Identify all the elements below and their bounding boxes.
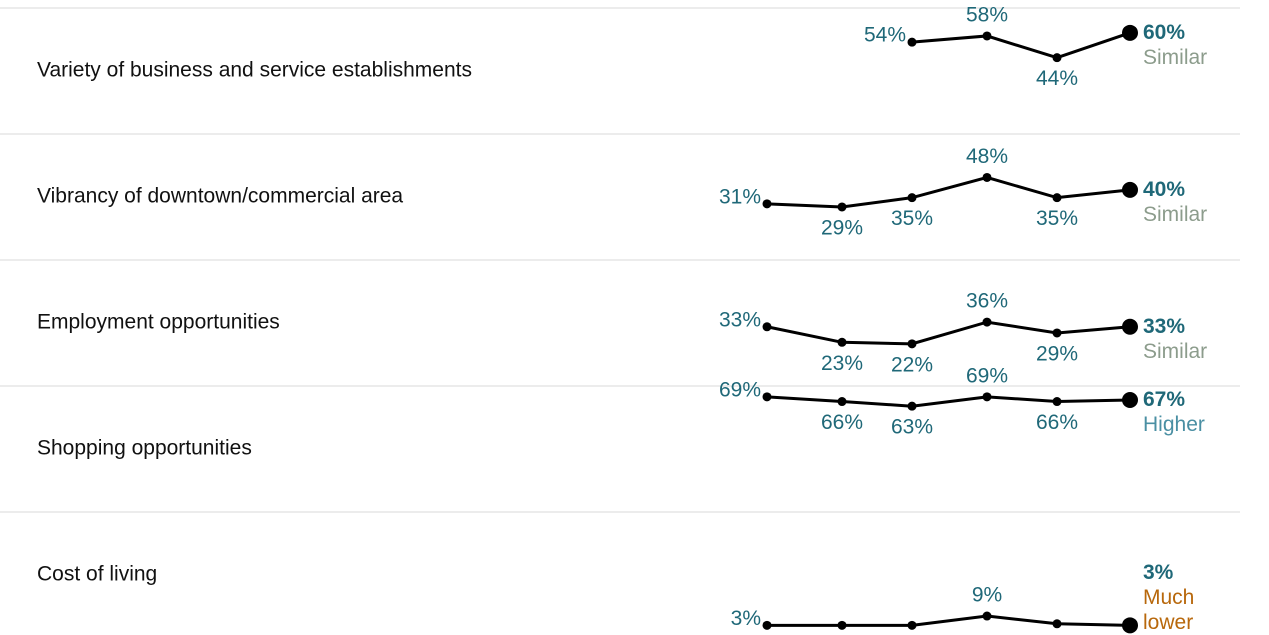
end-dot bbox=[1122, 181, 1138, 198]
value-label: 35% bbox=[1036, 207, 1078, 230]
dot bbox=[982, 31, 992, 41]
dot bbox=[982, 392, 992, 402]
value-label: 4% bbox=[1042, 633, 1072, 635]
sparkline bbox=[766, 175, 1131, 209]
end-dot bbox=[1122, 617, 1138, 634]
dot bbox=[837, 337, 847, 347]
end-value-label: 67% bbox=[1143, 387, 1186, 411]
dot bbox=[762, 322, 772, 332]
comparison-label: Similar bbox=[1143, 45, 1208, 69]
dot bbox=[837, 397, 847, 407]
dot bbox=[982, 611, 992, 621]
end-value-label: 3% bbox=[1143, 561, 1174, 584]
comparison: 60% Similar bbox=[1143, 20, 1243, 70]
end-dot bbox=[1122, 318, 1138, 335]
dot bbox=[837, 620, 847, 630]
value-label: 29% bbox=[821, 217, 863, 240]
dot bbox=[907, 339, 917, 349]
end-value-label: 40% bbox=[1143, 177, 1186, 201]
end-dot bbox=[1122, 391, 1138, 408]
dot bbox=[982, 317, 992, 327]
sparkline bbox=[911, 31, 1131, 60]
dot bbox=[762, 199, 772, 209]
end-value-label: 33% bbox=[1143, 314, 1186, 338]
end-value-label: 60% bbox=[1143, 20, 1186, 44]
dot bbox=[1052, 193, 1062, 203]
dot bbox=[762, 392, 772, 402]
value-label: 23% bbox=[821, 352, 863, 375]
value-label: 22% bbox=[891, 353, 933, 376]
dot bbox=[907, 37, 917, 47]
sparkline bbox=[767, 614, 1131, 627]
row-label: Vibrancy of downtown/commercial area bbox=[37, 185, 403, 208]
dot bbox=[1052, 397, 1062, 407]
dot bbox=[1052, 619, 1062, 629]
row-label: Shopping opportunities bbox=[37, 437, 252, 460]
value-label: 48% bbox=[966, 145, 1008, 168]
end-dot bbox=[1122, 24, 1138, 41]
row-label: Variety of business and service establis… bbox=[37, 59, 472, 82]
value-label: 66% bbox=[1036, 411, 1078, 434]
dot bbox=[762, 620, 772, 630]
comparison-label: Much lower bbox=[1143, 586, 1195, 634]
value-label: 58% bbox=[966, 3, 1008, 26]
dot bbox=[907, 193, 917, 203]
row-label: Cost of living bbox=[37, 563, 157, 586]
comparison-label: Similar bbox=[1143, 339, 1208, 363]
value-label: 54% bbox=[864, 24, 906, 47]
comparison: 3% Much lower bbox=[1143, 560, 1243, 635]
value-label: 35% bbox=[891, 207, 933, 230]
comparison: 67% Higher bbox=[1143, 387, 1243, 437]
comparison: 40% Similar bbox=[1143, 177, 1243, 227]
dot bbox=[1052, 53, 1062, 63]
dot bbox=[1052, 328, 1062, 338]
sparkline bbox=[766, 320, 1131, 346]
value-label: 66% bbox=[821, 411, 863, 434]
value-label: 9% bbox=[972, 584, 1002, 607]
value-label: 33% bbox=[719, 308, 761, 331]
dot bbox=[907, 620, 917, 630]
value-label: 69% bbox=[966, 364, 1008, 387]
value-label: 69% bbox=[719, 378, 761, 401]
value-label: 36% bbox=[966, 290, 1008, 313]
comparison-label: Higher bbox=[1143, 412, 1205, 436]
comparison-label: Similar bbox=[1143, 202, 1208, 226]
dot bbox=[982, 172, 992, 182]
value-label: 31% bbox=[719, 185, 761, 208]
value-label: 3% bbox=[731, 607, 761, 630]
value-label: 63% bbox=[891, 416, 933, 439]
value-label: 44% bbox=[1036, 67, 1078, 90]
dot bbox=[907, 401, 917, 411]
comparison: 33% Similar bbox=[1143, 314, 1243, 364]
row-label: Employment opportunities bbox=[37, 311, 280, 334]
dot bbox=[837, 202, 847, 212]
sparkline bbox=[766, 395, 1131, 408]
value-label: 29% bbox=[1036, 343, 1078, 366]
